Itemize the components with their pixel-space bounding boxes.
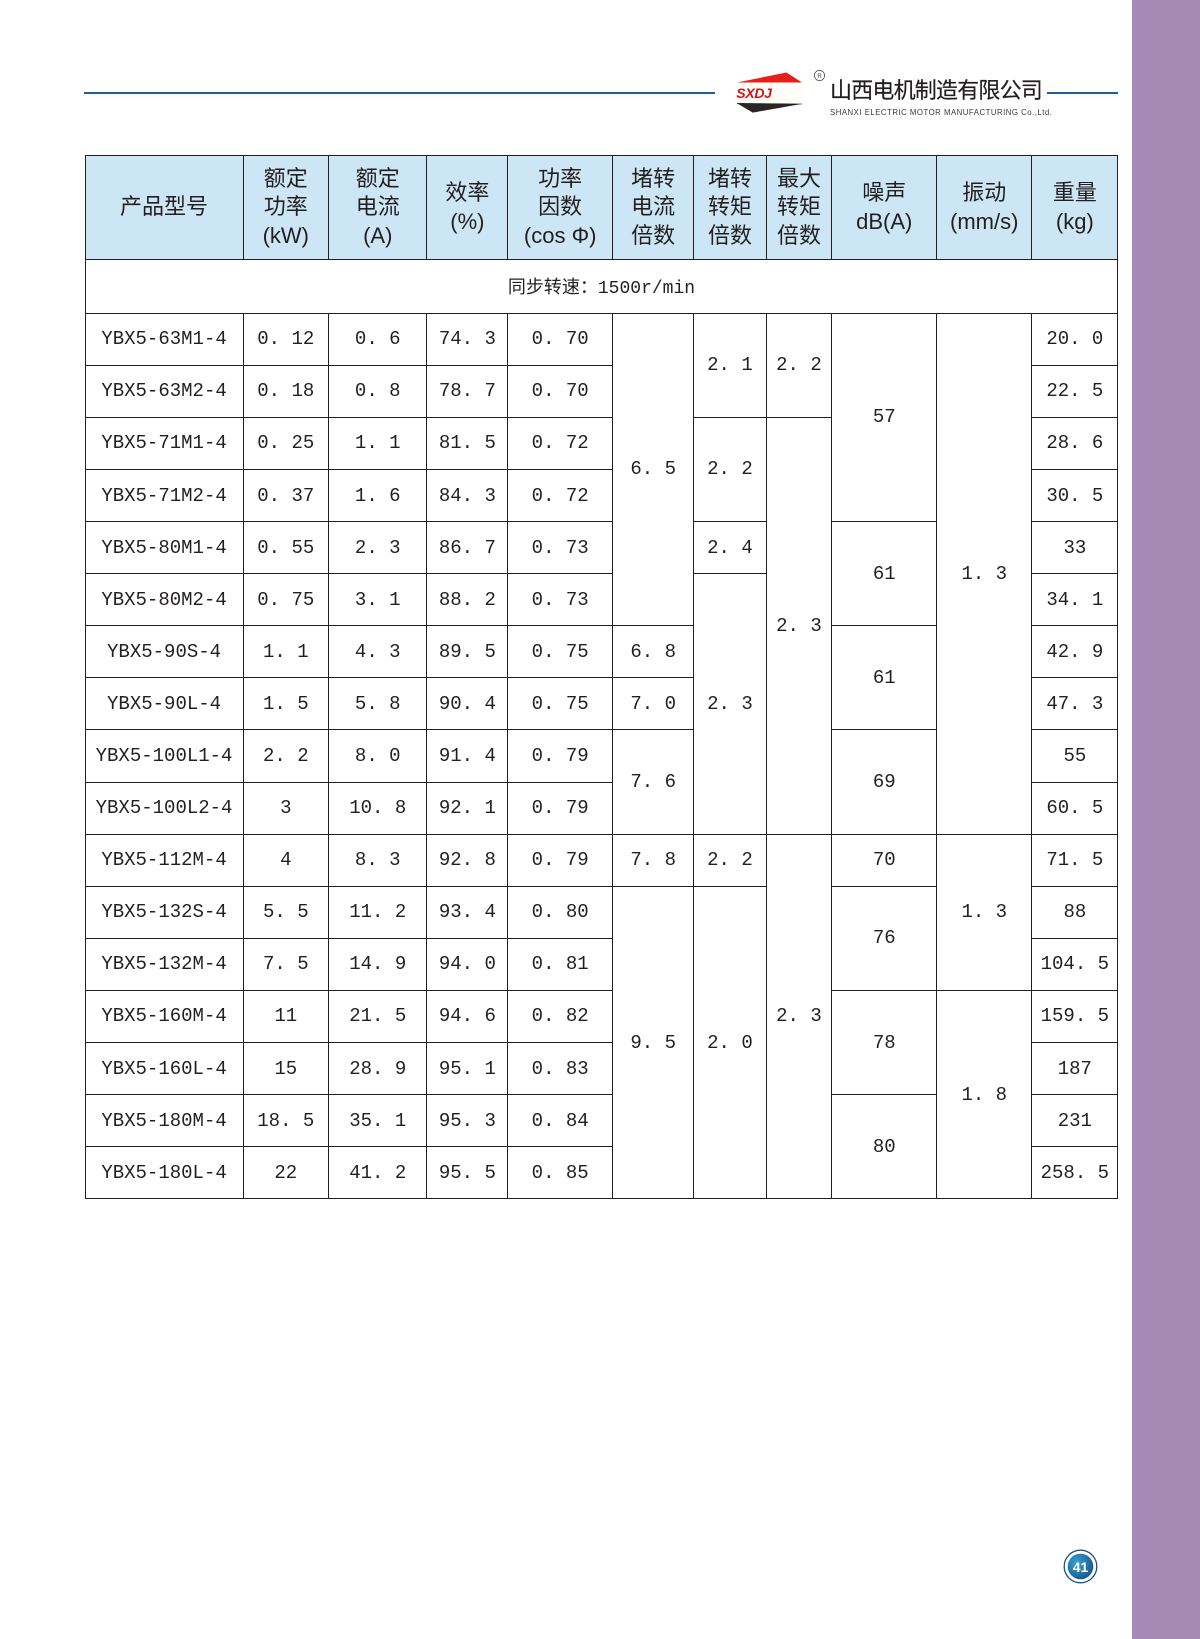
svg-text:SXDJ: SXDJ bbox=[736, 85, 773, 101]
svg-text:41: 41 bbox=[1073, 1559, 1089, 1575]
svg-text:R: R bbox=[817, 74, 822, 80]
